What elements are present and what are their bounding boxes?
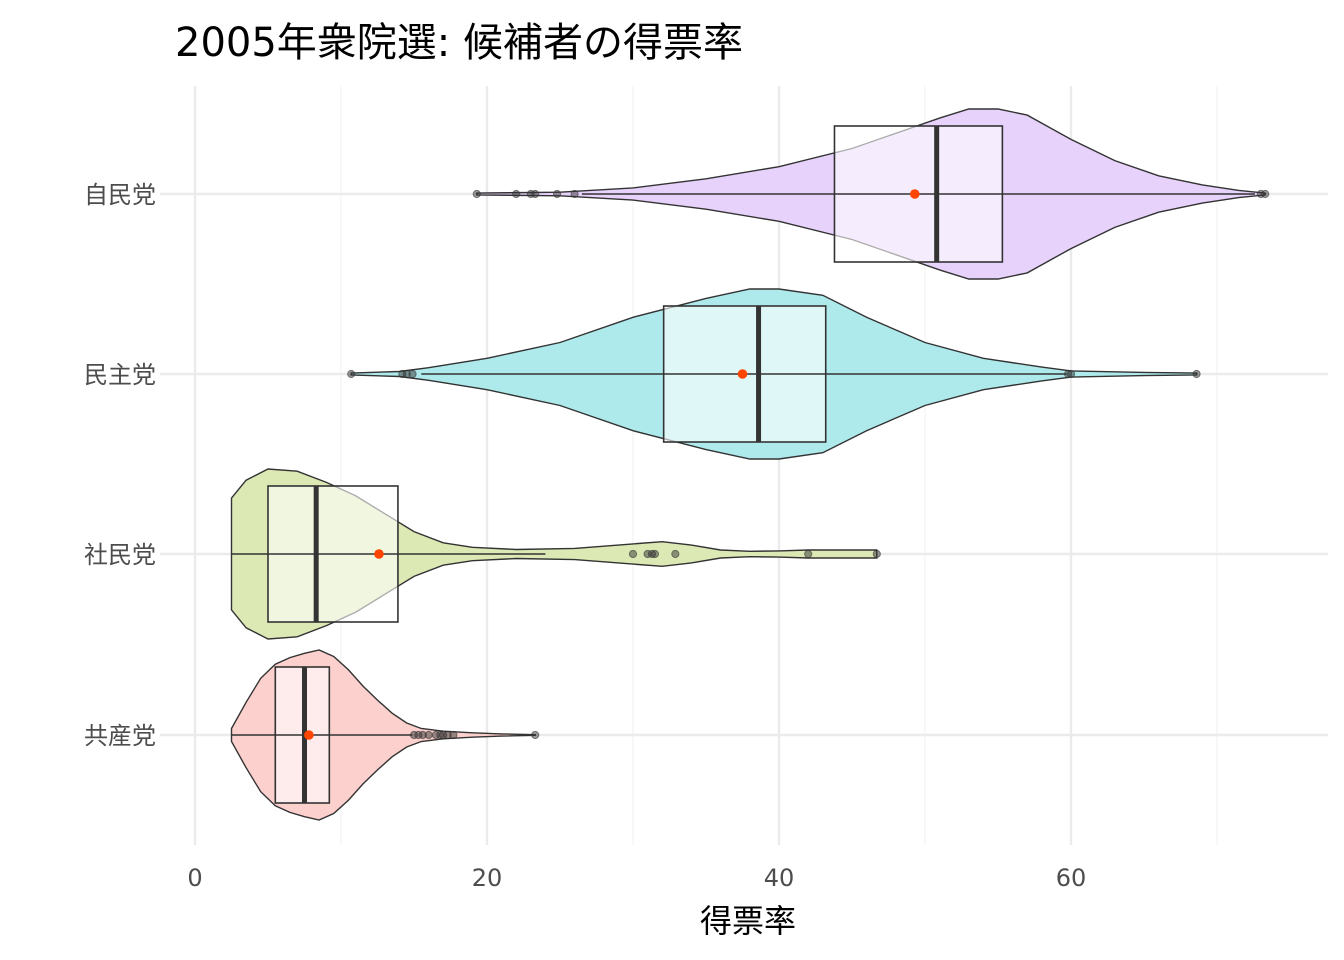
mean-point <box>737 369 748 379</box>
data-point <box>424 730 433 740</box>
data-point <box>531 730 540 740</box>
violin-group <box>347 288 1201 460</box>
x-tick-label: 60 <box>1056 864 1087 892</box>
data-point <box>512 189 521 199</box>
x-tick-label: 40 <box>764 864 795 892</box>
y-category-label: 共産党 <box>84 722 156 750</box>
mean-point <box>909 189 920 199</box>
data-point <box>552 189 562 199</box>
data-point <box>347 369 356 379</box>
chart-title: 2005年衆院選: 候補者の得票率 <box>175 20 743 66</box>
data-point <box>804 549 813 559</box>
plot-area <box>230 108 1270 821</box>
x-axis-title: 得票率 <box>700 902 796 940</box>
x-tick-label: 0 <box>187 864 202 892</box>
mean-point <box>374 549 384 559</box>
y-category-label: 社民党 <box>84 541 156 569</box>
data-point <box>1066 369 1076 379</box>
violin-group <box>472 108 1270 280</box>
data-point <box>449 730 458 740</box>
data-point <box>408 369 417 379</box>
x-tick-label: 20 <box>472 864 503 892</box>
data-point <box>872 549 881 559</box>
violin-group <box>230 468 881 640</box>
data-point <box>671 549 680 559</box>
data-point <box>1192 369 1201 379</box>
y-category-label: 民主党 <box>84 361 156 389</box>
data-point <box>650 549 660 559</box>
violin-group <box>230 649 540 821</box>
data-point <box>472 189 481 199</box>
data-point <box>628 549 638 559</box>
x-axis: 0 20 40 60 <box>187 864 1086 892</box>
data-point <box>531 189 540 199</box>
data-point <box>570 189 579 199</box>
data-point <box>1261 189 1270 199</box>
mean-point <box>304 730 314 740</box>
y-category-label: 自民党 <box>84 181 156 209</box>
